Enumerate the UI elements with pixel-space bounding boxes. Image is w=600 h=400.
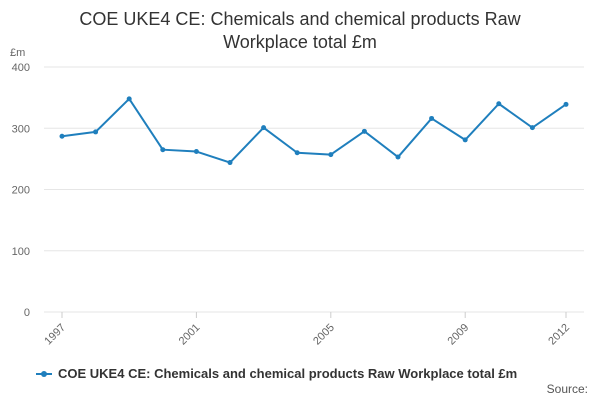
x-tick-label: 2001	[177, 322, 203, 348]
chart-title: COE UKE4 CE: Chemicals and chemical prod…	[0, 8, 600, 54]
x-tick-label: 2012	[546, 322, 572, 348]
data-point[interactable]	[361, 128, 367, 134]
legend-marker-icon	[36, 369, 52, 379]
data-point[interactable]	[563, 101, 569, 107]
data-point[interactable]	[429, 115, 435, 121]
data-point[interactable]	[294, 150, 300, 156]
source-label: Source:	[546, 382, 588, 396]
data-point[interactable]	[126, 96, 132, 102]
gridlines	[44, 66, 584, 313]
axes: 0 100 200 300 400 £m 1997 2001 2005 2009 2012	[10, 47, 572, 347]
data-point[interactable]	[160, 147, 166, 153]
chart-title-line-1: COE UKE4 CE: Chemicals and chemical prod…	[79, 9, 521, 29]
y-tick-label: 300	[12, 123, 30, 135]
series-line	[61, 97, 567, 164]
data-point[interactable]	[496, 101, 502, 107]
data-point[interactable]	[227, 160, 233, 166]
data-point[interactable]	[328, 152, 334, 158]
data-point[interactable]	[529, 125, 535, 131]
x-tick-label: 1997	[42, 322, 68, 348]
data-point[interactable]	[59, 133, 65, 139]
y-axis-label: £m	[10, 47, 25, 59]
y-tick-label: 200	[12, 185, 30, 197]
data-point[interactable]	[395, 154, 401, 160]
chart-title-line-2: Workplace total £m	[223, 32, 377, 52]
data-point[interactable]	[261, 125, 267, 131]
legend-label: COE UKE4 CE: Chemicals and chemical prod…	[58, 366, 518, 381]
y-tick-label: 400	[12, 62, 30, 74]
legend[interactable]: COE UKE4 CE: Chemicals and chemical prod…	[36, 366, 517, 381]
x-tick-label: 2009	[446, 322, 472, 348]
data-point[interactable]	[93, 129, 99, 135]
series	[59, 96, 569, 166]
y-tick-label: 0	[24, 307, 30, 319]
data-point[interactable]	[193, 149, 199, 155]
data-point[interactable]	[462, 137, 468, 143]
y-tick-label: 100	[12, 246, 30, 258]
x-tick-label: 2005	[311, 322, 337, 348]
